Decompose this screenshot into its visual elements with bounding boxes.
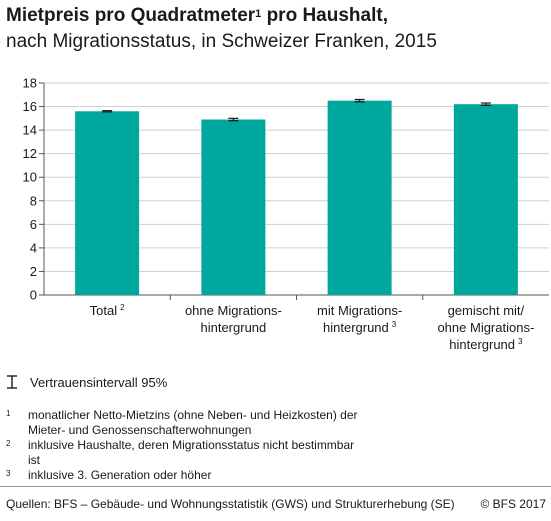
footnotes: 1 monatlicher Netto-Mietzins (ohne Neben… <box>6 408 368 483</box>
y-tick-label: 4 <box>30 240 37 255</box>
y-tick-label: 10 <box>23 170 37 185</box>
footnote-text: inklusive 3. Generation oder höher <box>28 468 212 482</box>
footnote-number: 1 <box>6 409 11 418</box>
bar <box>327 100 392 295</box>
y-tick-label: 16 <box>23 99 37 114</box>
chart-subtitle: nach Migrationsstatus, in Schweizer Fran… <box>6 31 437 52</box>
footnote: 1 monatlicher Netto-Mietzins (ohne Neben… <box>6 408 368 438</box>
bar <box>75 111 140 295</box>
footnote: 2 inklusive Haushalte, deren Migrationss… <box>6 438 368 468</box>
confidence-interval-icon <box>7 375 17 389</box>
bar <box>453 104 518 295</box>
x-tick-label: mit Migrations-hintergrund 3 <box>317 303 402 335</box>
bar <box>201 119 266 295</box>
bar-chart: 0 2 4 6 8 10 12 14 16 18 Total 2 ohne Migrations-hin… <box>23 76 549 352</box>
footer: Quellen: BFS – Gebäude- und Wohnungsstat… <box>6 497 546 512</box>
x-tick-label: Total 2 <box>90 303 125 318</box>
y-tick-label: 18 <box>23 76 37 91</box>
x-tick-label: ohne Migrations-hintergrund <box>185 303 282 335</box>
footnote-number: 2 <box>6 439 11 448</box>
copyright: © BFS 2017 <box>480 497 546 511</box>
legend-label: Vertrauensintervall 95% <box>30 375 168 390</box>
footnote-text: monatlicher Netto-Mietzins (ohne Neben- … <box>28 408 358 437</box>
y-tick-label: 6 <box>30 217 37 232</box>
y-tick-label: 8 <box>30 193 37 208</box>
footnote: 3 inklusive 3. Generation oder höher <box>6 468 368 483</box>
y-tick-label: 12 <box>23 146 37 161</box>
y-tick-label: 2 <box>30 264 37 279</box>
source-text: Quellen: BFS – Gebäude- und Wohnungsstat… <box>6 497 455 511</box>
legend: Vertrauensintervall 95% <box>6 374 167 392</box>
y-tick-label: 14 <box>23 123 37 138</box>
footer-divider <box>0 486 551 487</box>
y-tick-label: 0 <box>30 288 37 303</box>
footnote-text: inklusive Haushalte, deren Migrationssta… <box>28 438 355 467</box>
chart-title: Mietpreis pro Quadratmeter1 pro Haushalt… <box>6 5 388 26</box>
x-tick-label: gemischt mit/ohne Migrations-hintergrund… <box>437 303 534 352</box>
footnote-number: 3 <box>6 469 11 478</box>
